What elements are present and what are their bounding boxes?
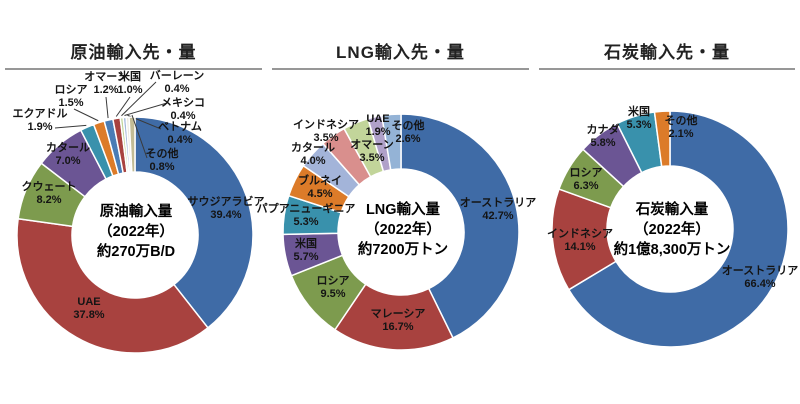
- donut-slice: [128, 116, 136, 173]
- chart-title-coal: 石炭輸入先・量: [604, 43, 730, 62]
- donut-slice: [16, 217, 209, 354]
- donut-slice: [134, 116, 254, 329]
- donut-center-label-crude-oil: 原油輸入量 （2022年） 約270万B/D: [97, 202, 175, 262]
- panel-coal: 石炭輸入先・量: [534, 0, 800, 404]
- label-leader-line: [131, 114, 148, 159]
- center-label-line: 約270万B/D: [96, 244, 176, 260]
- center-label-line: （2022年）: [365, 222, 441, 238]
- center-label-line: LNG輸入量: [365, 202, 441, 218]
- center-label-line: 約1億8,300万トン: [613, 242, 731, 258]
- title-divider: [272, 68, 529, 70]
- donut-slice: [568, 110, 789, 348]
- center-label-line: 石炭輸入量: [635, 202, 709, 218]
- label-leader-line: [124, 102, 168, 116]
- label-leader-line: [105, 96, 109, 119]
- center-label-line: （2022年）: [634, 222, 710, 238]
- title-divider: [539, 68, 795, 70]
- panel-lng: LNG輸入先・量: [267, 0, 534, 404]
- donut-slice: [653, 110, 671, 168]
- donut-slice: [400, 113, 520, 339]
- chart-title-crude-oil: 原油輸入先・量: [70, 43, 197, 62]
- donut-slice: [381, 113, 402, 171]
- panel-crude-oil: 原油輸入先・量: [0, 0, 267, 404]
- label-leader-line: [73, 108, 99, 122]
- center-label-line: 原油輸入量: [99, 204, 173, 220]
- label-leader-line: [121, 81, 157, 117]
- chart-title-lng: LNG輸入先・量: [336, 43, 465, 62]
- title-divider: [5, 68, 262, 70]
- label-leader-line: [115, 96, 131, 117]
- label-leader-line: [54, 124, 87, 129]
- donut-center-label-coal: 石炭輸入量 （2022年） 約1億8,300万トン: [614, 200, 731, 260]
- center-label-line: （2022年）: [98, 224, 174, 240]
- donut-center-label-lng: LNG輸入量 （2022年） 約7200万トン: [358, 200, 448, 260]
- center-label-line: 約7200万トン: [357, 242, 449, 258]
